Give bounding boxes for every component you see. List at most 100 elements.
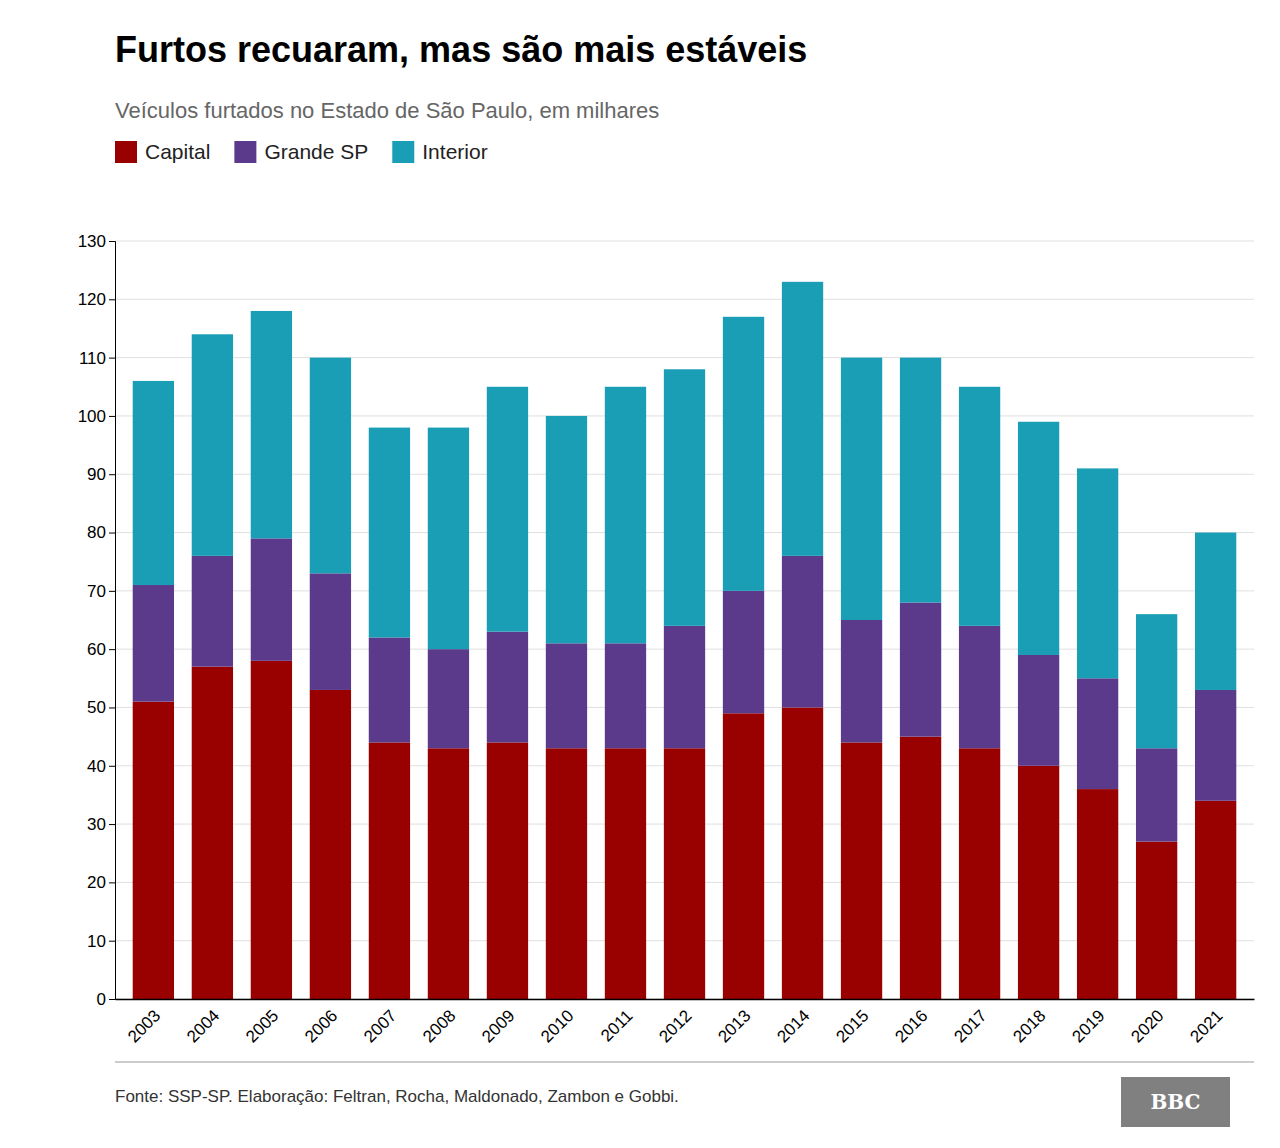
tick-mark — [109, 824, 115, 825]
tick: 10 — [87, 932, 115, 951]
tick-label: 50 — [87, 698, 106, 717]
tick: 2012 — [655, 1006, 695, 1046]
tick: 0 — [97, 990, 115, 1009]
chart: Furtos recuaram, mas são mais estáveisVe… — [0, 0, 1280, 1148]
bar — [192, 667, 233, 999]
x-axis: 2003200420052006200720082009201020112012… — [116, 1000, 1255, 1047]
tick: 2005 — [242, 1006, 282, 1046]
bar — [782, 707, 823, 999]
bar — [605, 387, 646, 644]
bar — [1018, 422, 1059, 655]
tick: 40 — [87, 757, 115, 776]
bar — [369, 742, 410, 999]
bar — [959, 387, 1000, 626]
logo-text: BBC — [1150, 1090, 1200, 1114]
tick: 120 — [78, 290, 115, 309]
tick: 30 — [87, 815, 115, 834]
bar — [664, 369, 705, 626]
legend-item: Capital — [115, 140, 210, 163]
background — [0, 0, 1280, 1148]
tick-label: 2005 — [242, 1006, 282, 1046]
tick-label: 100 — [78, 407, 106, 426]
grid-line — [115, 299, 1254, 300]
tick-label: 2009 — [478, 1006, 518, 1046]
bar — [959, 626, 1000, 748]
logo: BBC — [1121, 1077, 1230, 1127]
grid — [115, 241, 1254, 999]
bar — [664, 748, 705, 999]
tick: 2018 — [1009, 1006, 1049, 1046]
tick-label: 2013 — [714, 1006, 754, 1046]
tick: 130 — [78, 232, 115, 251]
tick-label: 2004 — [183, 1006, 223, 1046]
logo-box — [1121, 1077, 1230, 1127]
tick-label: 2021 — [1186, 1006, 1226, 1046]
tick: 100 — [78, 407, 115, 426]
tick-label: 2010 — [537, 1006, 577, 1046]
bars — [133, 282, 1237, 999]
source: Fonte: SSP-SP. Elaboração: Feltran, Roch… — [115, 1087, 679, 1106]
bar — [841, 358, 882, 620]
tick: 80 — [87, 523, 115, 542]
tick: 2016 — [891, 1006, 931, 1046]
bar — [959, 748, 1000, 999]
tick: 2021 — [1186, 1006, 1226, 1046]
axis-line — [109, 242, 116, 1000]
legend: Capital Grande SP Interior — [115, 140, 488, 163]
series — [133, 282, 1237, 748]
tick-label: 110 — [79, 349, 106, 368]
legend-item: Interior — [392, 140, 487, 163]
bar — [664, 626, 705, 748]
bar — [1018, 766, 1059, 999]
bar — [841, 620, 882, 742]
tick-mark — [109, 241, 115, 242]
grid-line — [115, 241, 1254, 242]
bar — [428, 649, 469, 748]
bar — [900, 737, 941, 999]
bar — [1136, 842, 1177, 999]
bar — [546, 416, 587, 643]
subtitle: Veículos furtados no Estado de São Paulo… — [115, 98, 659, 123]
tick-label: 2008 — [419, 1006, 459, 1046]
tick: 2020 — [1127, 1006, 1167, 1046]
separator — [115, 1062, 1254, 1063]
bar — [723, 713, 764, 999]
tick-label: 2018 — [1009, 1006, 1049, 1046]
bar — [546, 643, 587, 748]
tick: 2007 — [360, 1006, 400, 1046]
bar — [1077, 468, 1118, 678]
tick: 2014 — [773, 1006, 813, 1046]
tick-label: 90 — [87, 465, 106, 484]
tick-label: 2003 — [124, 1006, 164, 1046]
bar — [192, 334, 233, 556]
tick-mark — [109, 649, 115, 650]
legend-item: Grande SP — [234, 140, 368, 163]
tick-mark — [109, 416, 115, 417]
tick-mark — [109, 474, 115, 475]
bar — [192, 556, 233, 667]
tick-label: 2016 — [891, 1006, 931, 1046]
tick-label: 2020 — [1127, 1006, 1167, 1046]
legend-swatch — [234, 141, 256, 163]
axis-line — [116, 999, 1255, 1001]
tick-label: 70 — [87, 582, 106, 601]
bar — [487, 632, 528, 743]
tick-label: 40 — [87, 757, 106, 776]
tick-mark — [109, 299, 115, 300]
tick: 2019 — [1068, 1006, 1108, 1046]
tick: 50 — [87, 698, 115, 717]
tick-label: 2015 — [832, 1006, 872, 1046]
bar — [428, 428, 469, 650]
bar — [605, 748, 646, 999]
tick-label: 2007 — [360, 1006, 400, 1046]
bar — [782, 282, 823, 556]
bar — [1195, 690, 1236, 801]
tick: 110 — [79, 349, 115, 368]
tick-label: 2014 — [773, 1006, 813, 1046]
tick-label: 30 — [87, 815, 106, 834]
tick-label: 2019 — [1068, 1006, 1108, 1046]
bar — [1077, 789, 1118, 999]
bar — [546, 748, 587, 999]
bar — [900, 603, 941, 737]
tick-label: 130 — [78, 232, 106, 251]
